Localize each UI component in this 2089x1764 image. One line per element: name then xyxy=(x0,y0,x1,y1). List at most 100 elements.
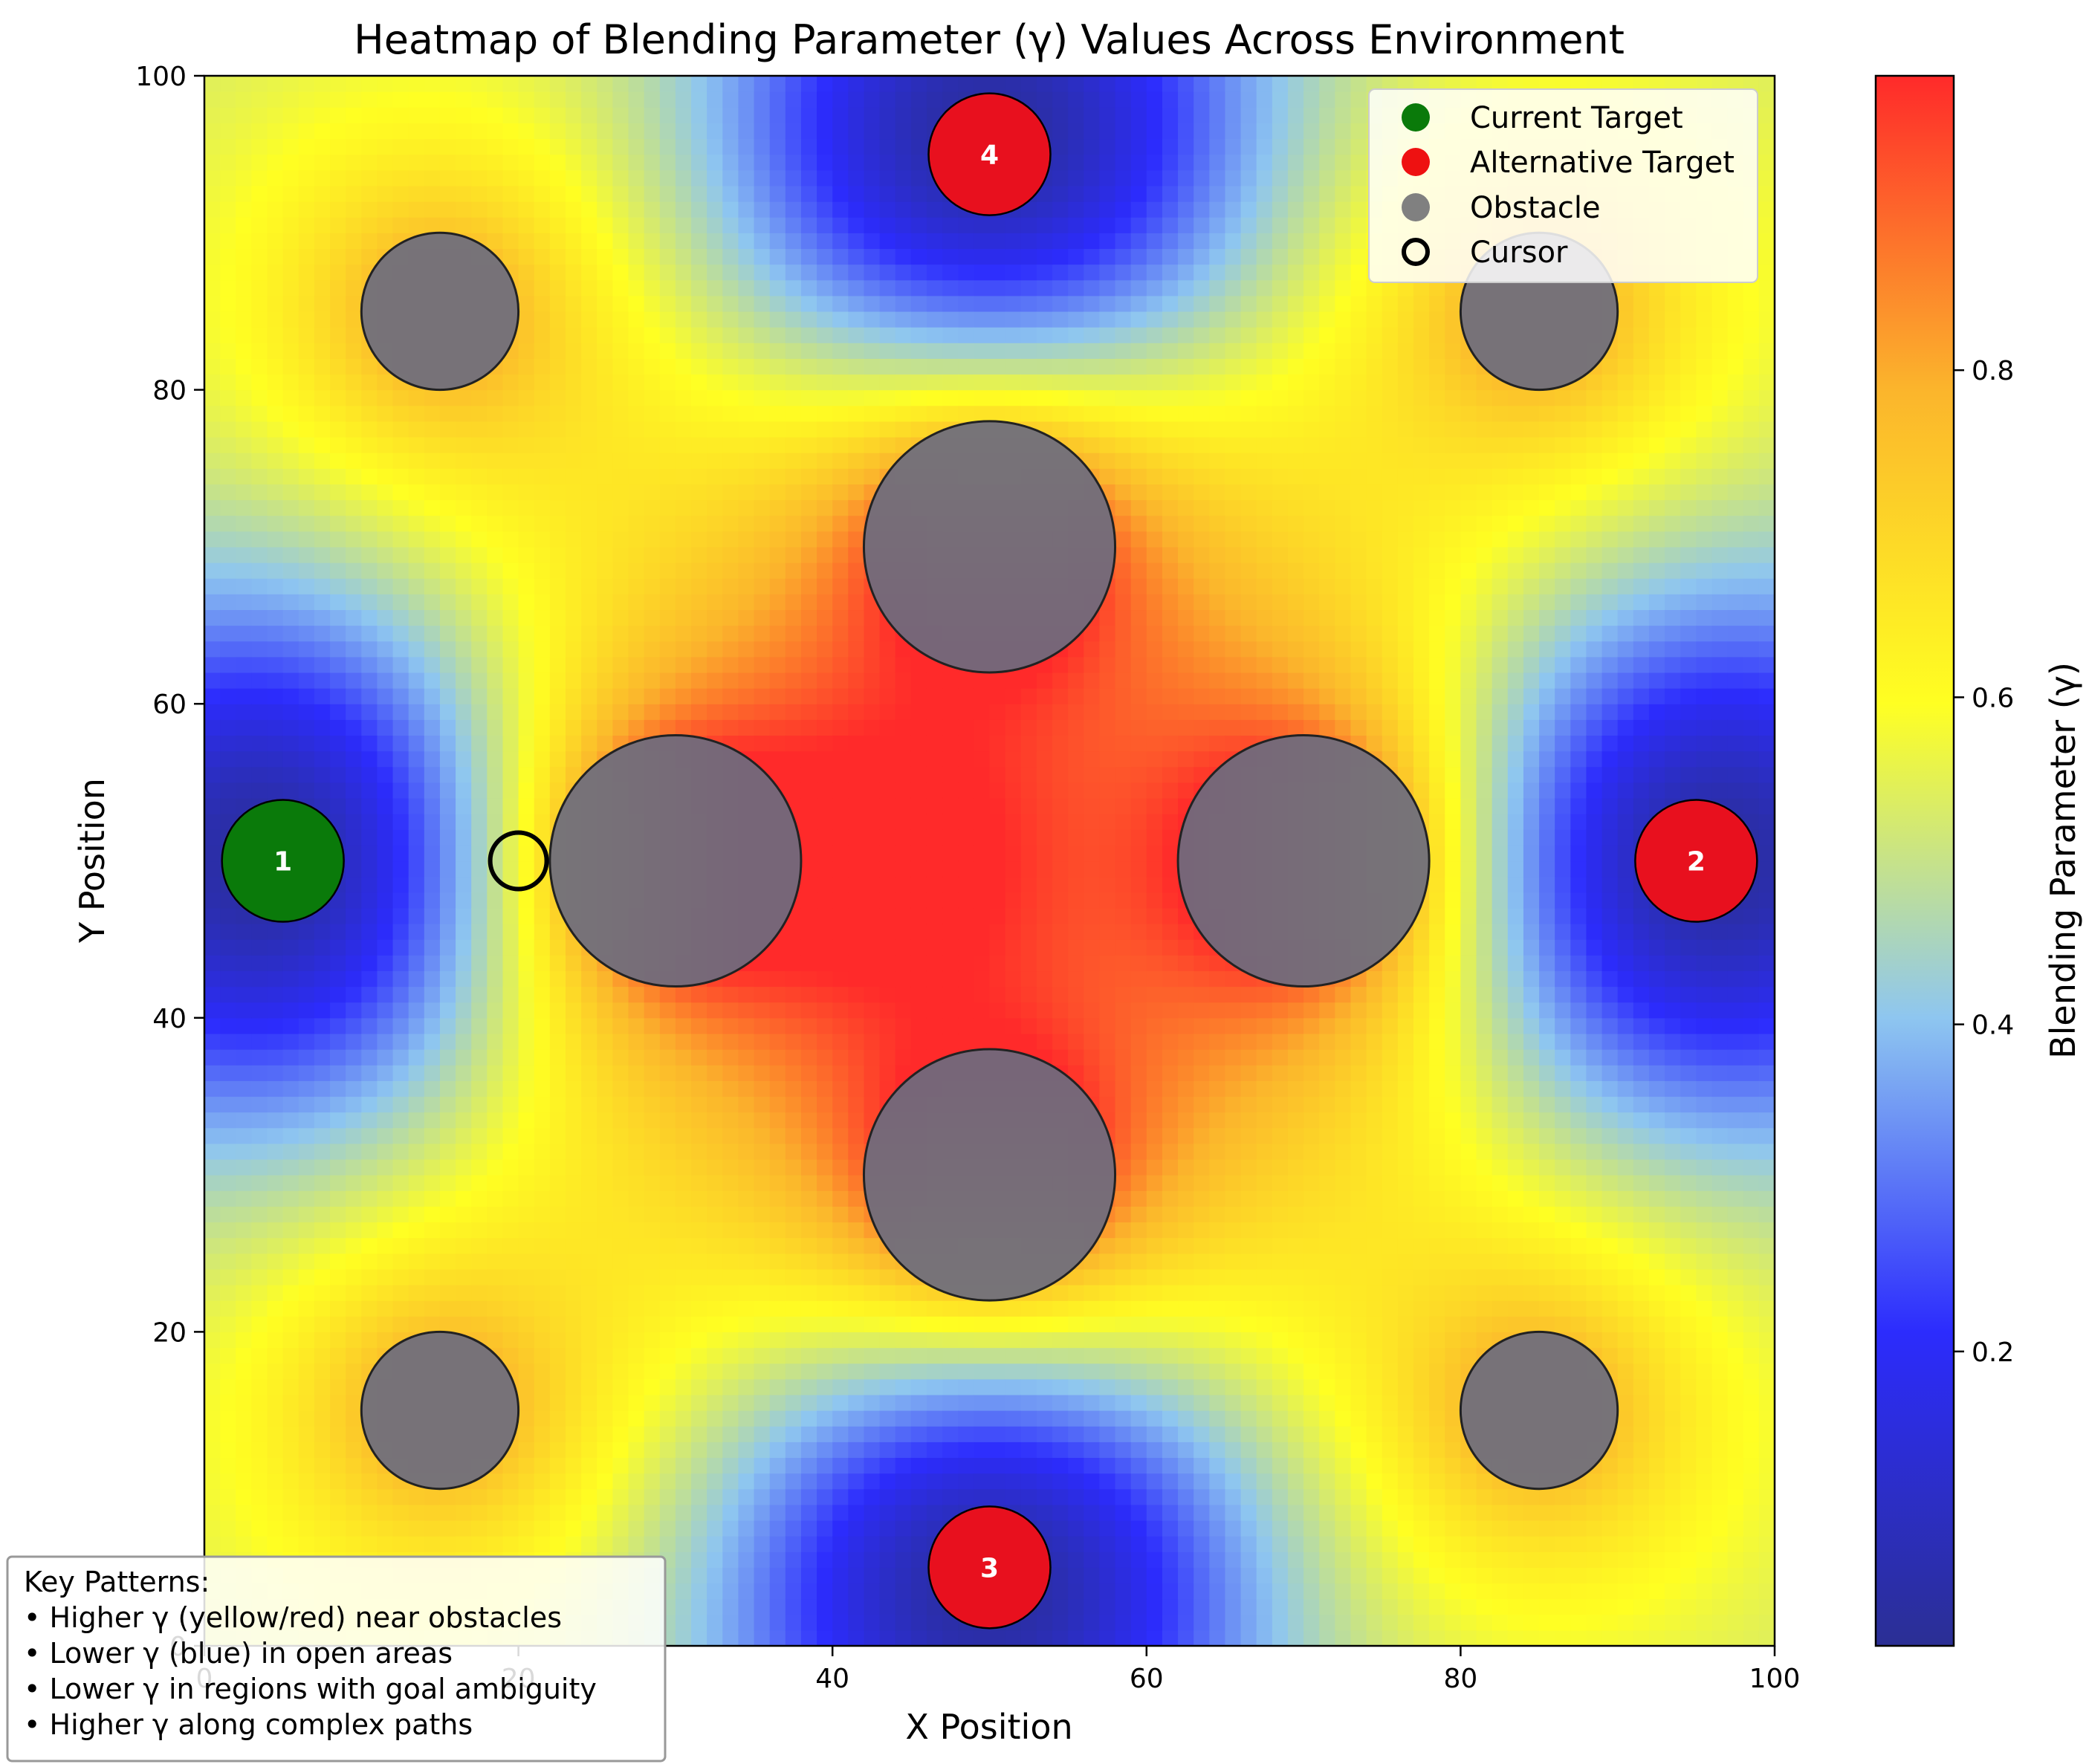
heat-cell xyxy=(346,76,362,92)
heat-cell xyxy=(282,719,299,736)
heat-cell xyxy=(236,185,252,202)
heat-cell xyxy=(392,436,409,453)
heat-cell xyxy=(346,672,362,689)
heat-cell xyxy=(659,1442,676,1459)
heat-cell xyxy=(581,955,597,972)
heat-cell xyxy=(424,594,441,611)
heat-cell xyxy=(581,1190,597,1207)
heat-cell xyxy=(298,546,315,563)
heat-cell xyxy=(330,986,346,1003)
heat-cell xyxy=(769,1080,786,1097)
heat-cell xyxy=(817,327,833,343)
heat-cell xyxy=(487,594,504,611)
heat-cell xyxy=(769,1268,786,1285)
heat-cell xyxy=(314,939,331,956)
heat-cell xyxy=(707,264,723,281)
heat-cell xyxy=(581,185,597,202)
heat-cell xyxy=(361,154,378,171)
heat-cell xyxy=(236,970,252,988)
heat-cell xyxy=(502,436,519,453)
heat-cell xyxy=(377,656,394,673)
heat-cell xyxy=(408,1080,425,1097)
heat-cell xyxy=(534,484,551,501)
heat-cell xyxy=(769,1347,786,1364)
heat-cell xyxy=(549,719,566,736)
heat-cell xyxy=(282,1033,299,1050)
heat-cell xyxy=(377,609,394,626)
heat-cell xyxy=(754,169,771,187)
heat-cell xyxy=(282,279,299,296)
heat-cell xyxy=(800,248,817,265)
heat-cell xyxy=(707,594,723,611)
heat-cell xyxy=(439,1253,456,1270)
heat-cell xyxy=(910,970,927,988)
heat-cell xyxy=(282,201,299,218)
heat-cell xyxy=(817,1347,833,1364)
heat-cell xyxy=(204,1410,221,1427)
heat-cell xyxy=(581,327,597,343)
heat-cell xyxy=(267,704,284,720)
heat-cell xyxy=(707,91,723,108)
heat-cell xyxy=(675,515,692,532)
heat-cell xyxy=(518,1285,535,1301)
heat-cell xyxy=(942,358,959,375)
heat-cell xyxy=(267,453,284,469)
heat-cell xyxy=(628,1347,645,1364)
heat-cell xyxy=(910,123,927,140)
heat-cell xyxy=(204,1237,221,1254)
heat-cell xyxy=(581,970,597,988)
heat-cell xyxy=(754,311,771,328)
heat-cell xyxy=(392,123,409,140)
heat-cell xyxy=(910,1598,927,1615)
heat-cell xyxy=(722,91,739,108)
heat-cell xyxy=(942,248,959,265)
heat-cell xyxy=(346,421,362,438)
heat-cell xyxy=(518,327,535,343)
heat-cell xyxy=(456,876,472,893)
heat-cell xyxy=(754,1614,771,1631)
heat-cell xyxy=(565,1488,582,1505)
heat-cell xyxy=(565,1442,582,1459)
heat-cell xyxy=(549,531,566,548)
heat-cell xyxy=(612,389,629,406)
heat-cell xyxy=(298,1442,315,1459)
heat-cell xyxy=(722,1127,739,1144)
heat-cell xyxy=(439,1017,456,1034)
heat-cell xyxy=(675,1426,692,1442)
heat-cell xyxy=(487,1190,504,1207)
heat-cell xyxy=(974,797,991,814)
heat-cell xyxy=(549,1002,566,1019)
heat-cell xyxy=(800,797,817,814)
heat-cell xyxy=(361,546,378,563)
heat-cell xyxy=(236,201,252,218)
heat-cell xyxy=(628,1520,645,1537)
heat-cell xyxy=(424,672,441,689)
heat-cell xyxy=(644,76,661,92)
heat-cell xyxy=(675,1473,692,1490)
heat-cell xyxy=(314,1520,331,1537)
heat-cell xyxy=(471,562,488,579)
heat-cell xyxy=(817,1112,833,1129)
heat-cell xyxy=(895,248,912,265)
heat-cell xyxy=(518,797,535,814)
heat-cell xyxy=(738,1488,755,1505)
heat-cell xyxy=(377,91,394,108)
heat-cell xyxy=(675,436,692,453)
heat-cell xyxy=(974,327,991,343)
heat-cell xyxy=(691,704,707,720)
heat-cell xyxy=(597,154,613,171)
heat-cell xyxy=(800,107,817,123)
heat-cell xyxy=(597,185,613,202)
heat-cell xyxy=(267,484,284,501)
heat-cell xyxy=(785,91,802,108)
heat-cell xyxy=(707,609,723,626)
heat-cell xyxy=(314,546,331,563)
heat-cell xyxy=(267,594,284,611)
heat-cell xyxy=(942,1488,959,1505)
heat-cell xyxy=(832,1143,849,1160)
heat-cell xyxy=(487,531,504,548)
heat-cell xyxy=(769,405,786,422)
heat-cell xyxy=(236,562,252,579)
heat-cell xyxy=(738,358,755,375)
heat-cell xyxy=(864,295,881,312)
